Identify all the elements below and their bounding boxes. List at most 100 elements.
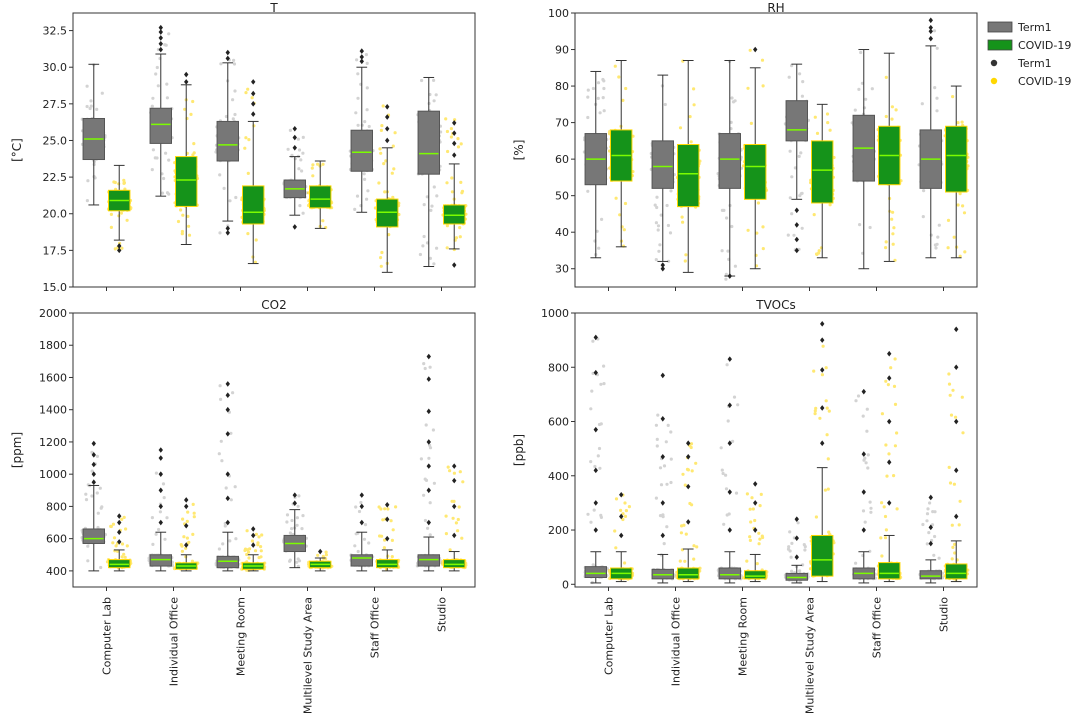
swarm-point bbox=[655, 444, 659, 448]
swarm-point bbox=[950, 557, 954, 561]
swarm-point bbox=[288, 558, 292, 562]
swarm-point bbox=[421, 244, 425, 248]
swarm-point bbox=[301, 135, 305, 139]
swarm-point bbox=[596, 96, 600, 100]
swarm-point bbox=[951, 388, 955, 392]
outlier-point bbox=[452, 152, 457, 158]
outlier-point bbox=[619, 532, 624, 539]
swarm-point bbox=[111, 541, 115, 545]
plot-frame bbox=[574, 12, 978, 288]
box-covid bbox=[878, 562, 901, 580]
swarm-point bbox=[454, 521, 458, 525]
swarm-point bbox=[892, 474, 896, 478]
swarm-point bbox=[233, 112, 237, 117]
swarm-point bbox=[218, 384, 222, 388]
box-covid bbox=[677, 144, 700, 208]
swarm-point bbox=[793, 166, 798, 170]
swarm-point bbox=[285, 513, 290, 517]
swarm-point bbox=[725, 513, 729, 517]
swarm-point bbox=[246, 232, 250, 236]
swarm-point bbox=[100, 505, 104, 509]
swarm-point bbox=[301, 211, 305, 215]
swarm-point bbox=[932, 29, 937, 33]
swarm-point bbox=[954, 415, 958, 419]
swarm-point bbox=[246, 87, 250, 91]
swarm-point bbox=[452, 471, 456, 475]
swarm-point bbox=[726, 419, 730, 423]
swarm-point bbox=[865, 429, 869, 433]
swarm-point bbox=[222, 186, 226, 190]
swarm-point bbox=[449, 135, 453, 139]
swarm-point bbox=[786, 233, 790, 237]
swarm-point bbox=[669, 430, 673, 434]
swarm-point bbox=[586, 115, 590, 120]
swarm-point bbox=[187, 224, 191, 228]
swarm-point bbox=[297, 559, 302, 563]
outlier-point bbox=[619, 491, 624, 498]
outlier-point bbox=[660, 416, 665, 422]
swarm-point bbox=[758, 504, 762, 508]
swarm-point bbox=[322, 556, 326, 561]
swarm-point bbox=[163, 43, 167, 47]
swarm-point bbox=[854, 561, 858, 565]
outlier-point bbox=[727, 440, 732, 447]
swarm-point bbox=[731, 439, 735, 443]
plot-frame bbox=[72, 12, 476, 288]
swarm-point bbox=[244, 136, 248, 140]
swarm-point bbox=[815, 131, 820, 135]
swarm-point bbox=[761, 225, 765, 229]
swarm-point bbox=[884, 75, 888, 79]
swarm-point bbox=[599, 382, 603, 386]
swarm-point bbox=[761, 247, 765, 251]
swarm-point bbox=[654, 423, 659, 427]
swarm-point bbox=[181, 517, 185, 521]
swarm-point bbox=[821, 344, 825, 348]
y-tick-label: 30 bbox=[555, 263, 569, 276]
panel-t: T [°C] 15.0 17.5 20.0 22.5 25.0 27.5 30.0 32.5 bbox=[10, 1, 476, 294]
swarm-point bbox=[614, 546, 618, 550]
swarm-point bbox=[297, 167, 301, 171]
outlier-point bbox=[593, 527, 598, 533]
swarm-point bbox=[296, 504, 300, 508]
y-tick-label: 800 bbox=[548, 361, 569, 374]
swarm-point bbox=[150, 516, 154, 520]
x-tick-label: Meeting Room bbox=[737, 597, 750, 676]
swarm-point bbox=[286, 147, 290, 151]
swarm-point bbox=[857, 87, 861, 91]
box-covid bbox=[811, 534, 834, 577]
swarm-point bbox=[695, 545, 699, 549]
swarm-point bbox=[880, 501, 884, 505]
swarm-point bbox=[246, 171, 250, 175]
swarm-point bbox=[798, 72, 802, 76]
outlier-point bbox=[292, 134, 297, 141]
swarm-point bbox=[448, 548, 452, 552]
swarm-point bbox=[720, 249, 724, 253]
outlier-point bbox=[426, 439, 431, 445]
swarm-point bbox=[893, 357, 897, 361]
swarm-point bbox=[730, 224, 734, 229]
swarm-point bbox=[692, 544, 696, 548]
y-tick-label: 100 bbox=[548, 7, 569, 20]
box-term1 bbox=[718, 133, 741, 189]
swarm-point bbox=[220, 459, 224, 463]
x-tick-label: Individual Office bbox=[168, 597, 181, 686]
swarm-point bbox=[231, 117, 235, 121]
swarm-point bbox=[602, 86, 606, 91]
swarm-point bbox=[597, 446, 602, 451]
swarm-point bbox=[232, 58, 236, 63]
swarm-point bbox=[683, 483, 687, 487]
outlier-point bbox=[593, 500, 598, 506]
swarm-point bbox=[120, 555, 124, 559]
swarm-point bbox=[813, 409, 817, 413]
swarm-point bbox=[362, 537, 367, 541]
outlier-point bbox=[225, 392, 230, 398]
box-term1 bbox=[718, 567, 741, 580]
swarm-point bbox=[85, 199, 89, 203]
outlier-point bbox=[184, 542, 189, 548]
swarm-point bbox=[120, 246, 124, 250]
outlier-point bbox=[225, 519, 230, 526]
y-tick-label: 60 bbox=[555, 153, 569, 166]
swarm-point bbox=[790, 175, 794, 179]
box-term1 bbox=[350, 554, 373, 567]
outlier-point bbox=[593, 369, 598, 376]
